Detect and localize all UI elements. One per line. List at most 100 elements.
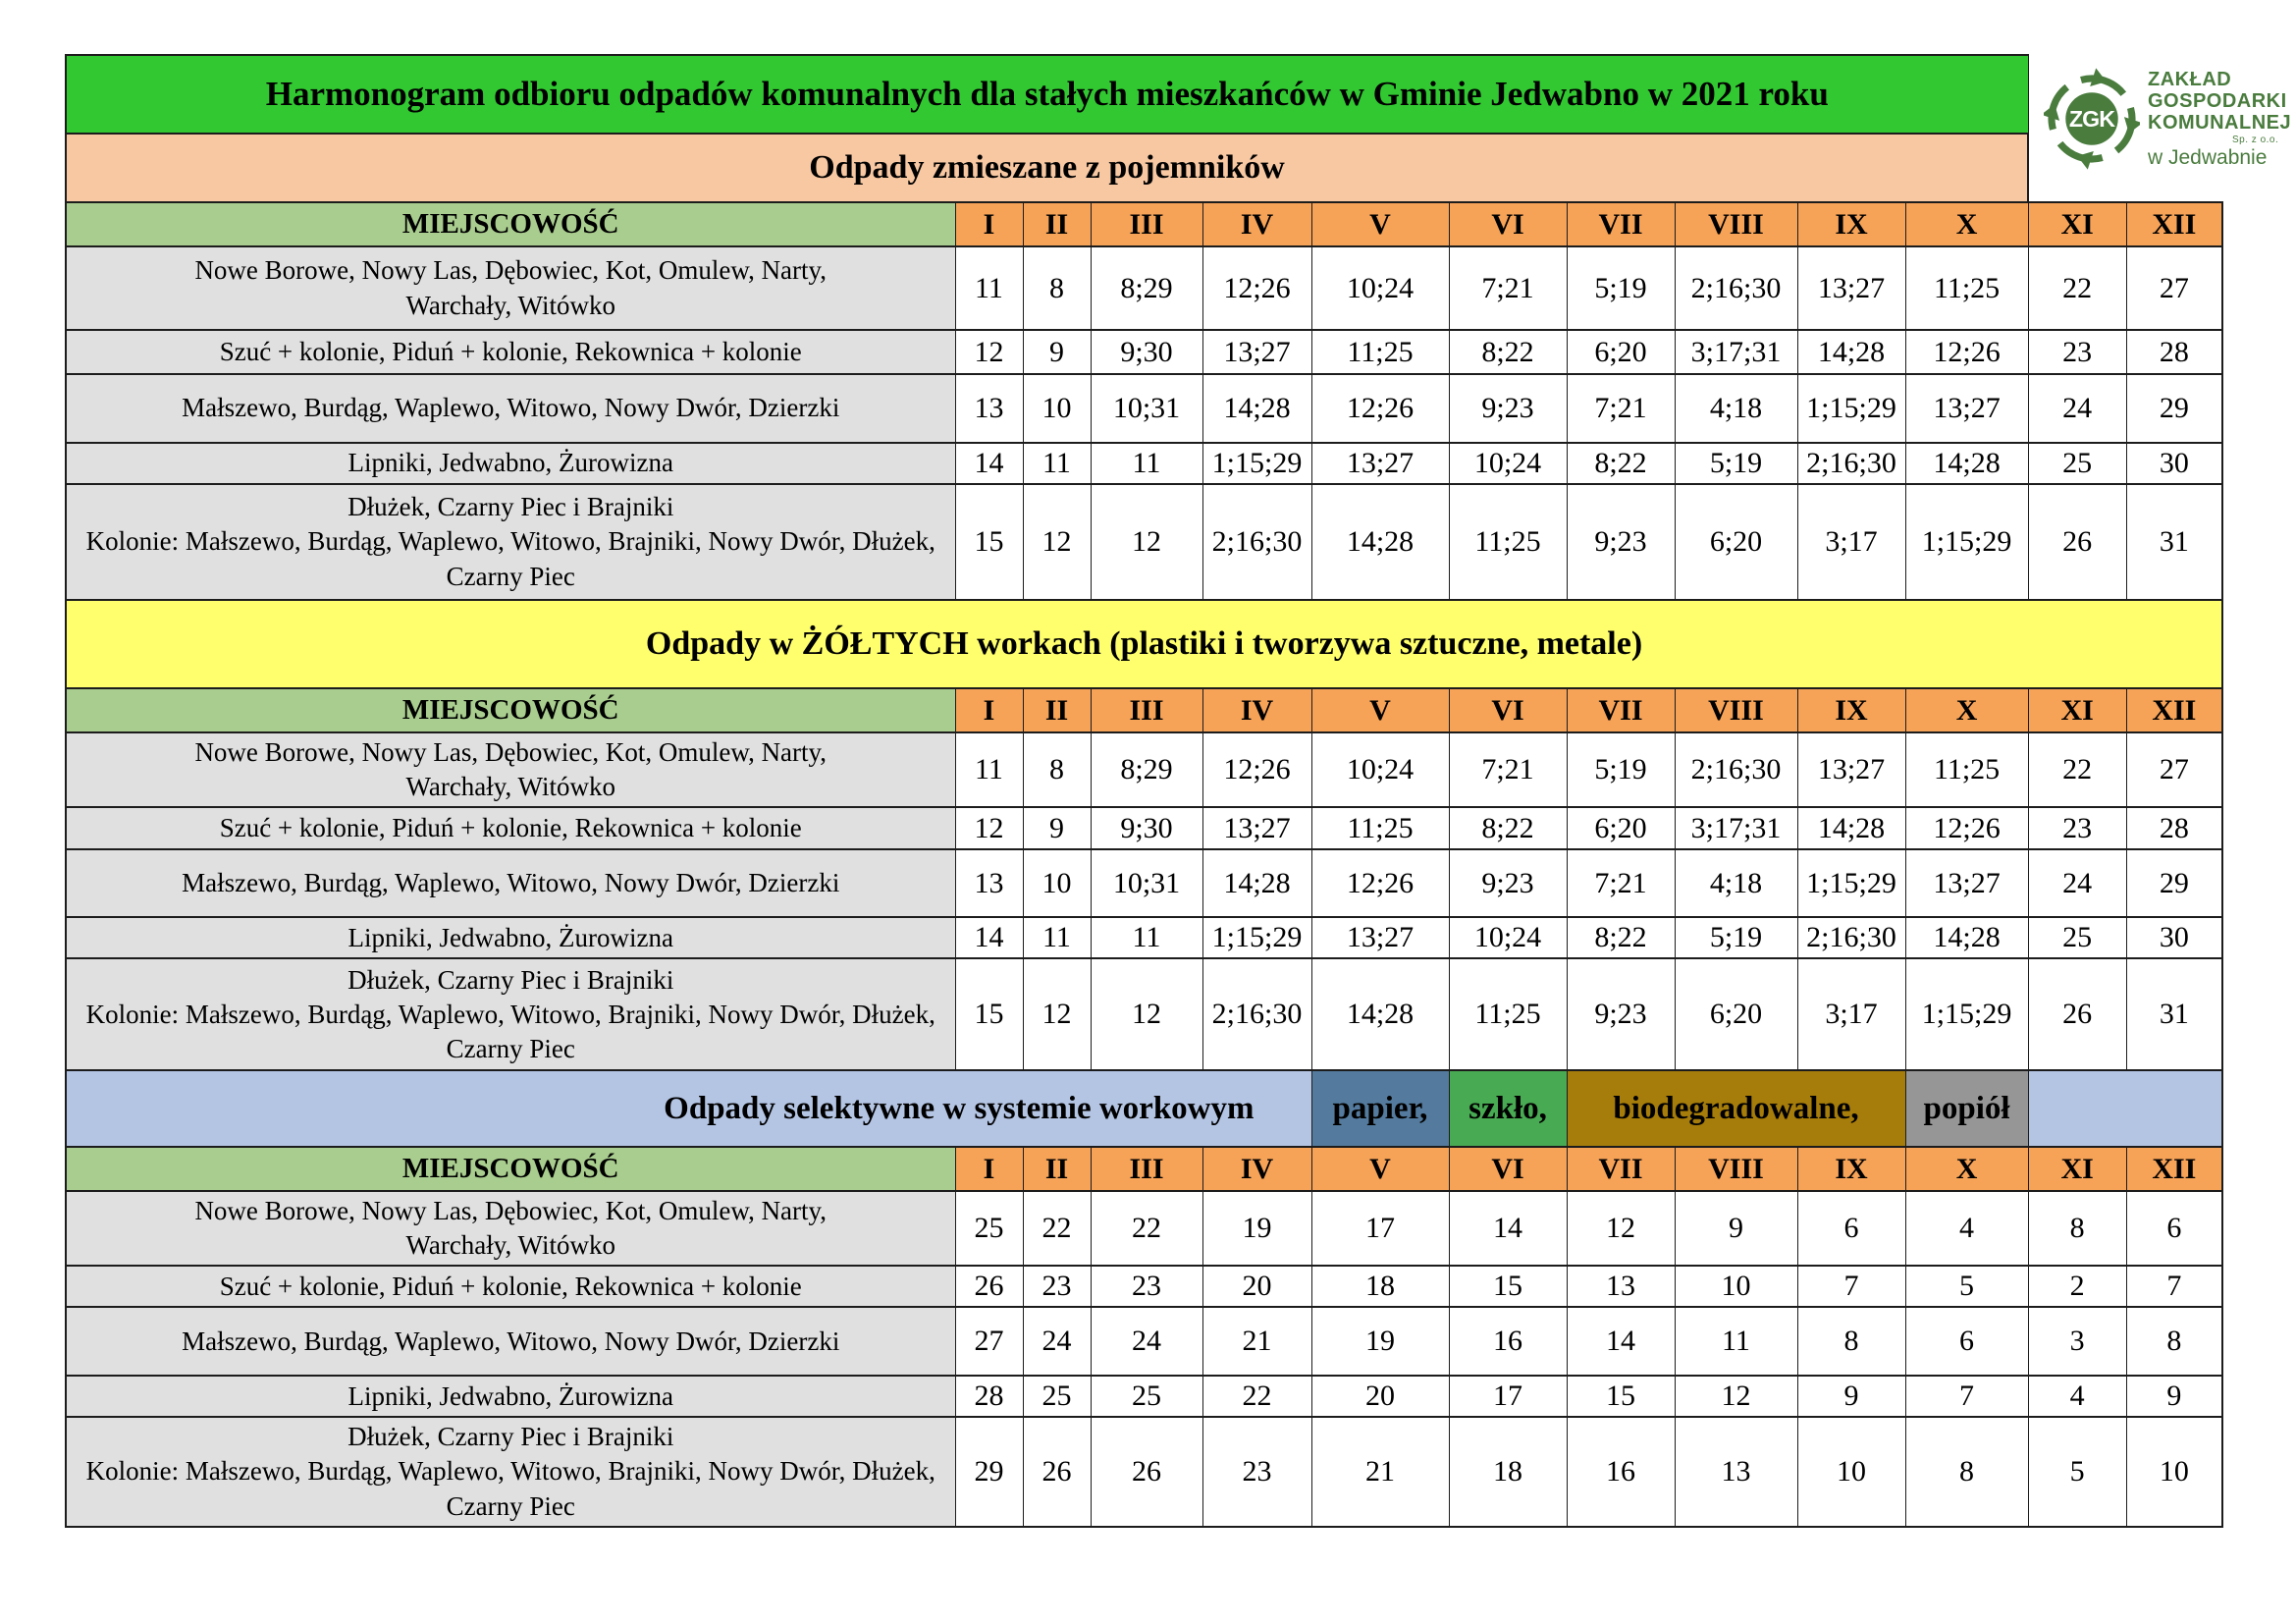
schedule-cell-zolte-worki-VIII: 3;17;31: [1674, 806, 1798, 851]
location-label: Lipniki, Jedwabno, Żurowizna: [65, 1375, 956, 1419]
schedule-cell-selektywne-IX: 10: [1796, 1416, 1906, 1528]
schedule-cell-zmieszane-VII: 8;22: [1566, 442, 1676, 485]
location-label: Małszewo, Burdąg, Waplewo, Witowo, Nowy …: [65, 848, 956, 919]
schedule-cell-zolte-worki-XII: 29: [2125, 848, 2224, 919]
schedule-cell-selektywne-VIII: 13: [1674, 1416, 1798, 1528]
schedule-cell-selektywne-XII: 8: [2125, 1306, 2224, 1378]
month-header-VIII: VIII: [1674, 687, 1798, 733]
schedule-cell-selektywne-XI: 3: [2027, 1306, 2127, 1378]
section-title-selektywne: Odpady selektywne w systemie workowym: [65, 1069, 1312, 1149]
schedule-cell-zolte-worki-VII: 9;23: [1566, 957, 1676, 1072]
schedule-cell-zmieszane-VII: 5;19: [1566, 245, 1676, 331]
table-row: Dłużek, Czarny Piec i Brajniki Kolonie: …: [65, 1416, 2224, 1528]
schedule-cell-selektywne-XII: 6: [2125, 1190, 2224, 1268]
table-row: Nowe Borowe, Nowy Las, Dębowiec, Kot, Om…: [65, 731, 2224, 809]
schedule-cell-selektywne-X: 7: [1904, 1375, 2029, 1419]
schedule-cell-selektywne-VIII: 11: [1674, 1306, 1798, 1378]
month-header-II: II: [1022, 201, 1092, 247]
schedule-cell-selektywne-VI: 15: [1448, 1265, 1568, 1309]
month-header-XI: XI: [2027, 201, 2127, 247]
schedule-cell-zmieszane-II: 11: [1022, 442, 1092, 485]
schedule-cell-selektywne-II: 24: [1022, 1306, 1092, 1378]
location-label: Dłużek, Czarny Piec i Brajniki Kolonie: …: [65, 1416, 956, 1528]
schedule-cell-zmieszane-VIII: 2;16;30: [1674, 245, 1798, 331]
schedule-cell-zolte-worki-VI: 9;23: [1448, 848, 1568, 919]
logo-line: ZAKŁAD: [2148, 68, 2232, 90]
schedule-cell-zmieszane-IX: 3;17: [1796, 483, 1906, 601]
location-label: Nowe Borowe, Nowy Las, Dębowiec, Kot, Om…: [65, 731, 956, 809]
month-header-IX: IX: [1796, 687, 1906, 733]
schedule-cell-zolte-worki-VIII: 4;18: [1674, 848, 1798, 919]
schedule-cell-selektywne-III: 26: [1090, 1416, 1203, 1528]
table-row: Nowe Borowe, Nowy Las, Dębowiec, Kot, Om…: [65, 245, 2224, 331]
month-header-IV: IV: [1201, 1146, 1312, 1193]
schedule-cell-zolte-worki-VI: 11;25: [1448, 957, 1568, 1072]
schedule-cell-zmieszane-I: 11: [954, 245, 1024, 331]
schedule-cell-selektywne-VII: 12: [1566, 1190, 1676, 1268]
month-header-I: I: [954, 1146, 1024, 1193]
schedule-cell-zmieszane-XI: 25: [2027, 442, 2127, 485]
logo-legal-form: Sp. z o.o.: [2232, 134, 2279, 145]
table-row: Małszewo, Burdąg, Waplewo, Witowo, Nowy …: [65, 1306, 2224, 1378]
schedule-cell-zolte-worki-VIII: 2;16;30: [1674, 731, 1798, 809]
schedule-cell-zmieszane-XI: 22: [2027, 245, 2127, 331]
schedule-cell-zmieszane-V: 11;25: [1310, 329, 1450, 375]
location-label: Dłużek, Czarny Piec i Brajniki Kolonie: …: [65, 483, 956, 601]
location-column-header: MIEJSCOWOŚĆ: [65, 201, 956, 247]
schedule-cell-zolte-worki-V: 12;26: [1310, 848, 1450, 919]
schedule-cell-zolte-worki-IV: 2;16;30: [1201, 957, 1312, 1072]
schedule-cell-zmieszane-V: 12;26: [1310, 373, 1450, 444]
section-selektywne-rows: Nowe Borowe, Nowy Las, Dębowiec, Kot, Om…: [65, 1190, 2224, 1528]
schedule-cell-zolte-worki-X: 11;25: [1904, 731, 2029, 809]
schedule-cell-selektywne-VI: 14: [1448, 1190, 1568, 1268]
schedule-cell-selektywne-VI: 17: [1448, 1375, 1568, 1419]
schedule-cell-zolte-worki-IX: 1;15;29: [1796, 848, 1906, 919]
schedule-cell-zolte-worki-IX: 2;16;30: [1796, 916, 1906, 960]
schedule-cell-selektywne-III: 24: [1090, 1306, 1203, 1378]
month-header-I: I: [954, 687, 1024, 733]
schedule-cell-zmieszane-VII: 7;21: [1566, 373, 1676, 444]
schedule-cell-zolte-worki-X: 13;27: [1904, 848, 2029, 919]
schedule-cell-zmieszane-XI: 23: [2027, 329, 2127, 375]
schedule-cell-selektywne-IV: 20: [1201, 1265, 1312, 1309]
schedule-cell-zmieszane-V: 13;27: [1310, 442, 1450, 485]
schedule-cell-zolte-worki-VI: 10;24: [1448, 916, 1568, 960]
schedule-cell-zmieszane-XI: 26: [2027, 483, 2127, 601]
schedule-cell-selektywne-V: 18: [1310, 1265, 1450, 1309]
location-label: Nowe Borowe, Nowy Las, Dębowiec, Kot, Om…: [65, 245, 956, 331]
location-label: Szuć + kolonie, Piduń + kolonie, Rekowni…: [65, 1265, 956, 1309]
schedule-cell-selektywne-III: 25: [1090, 1375, 1203, 1419]
section-band-row: Odpady zmieszane z pojemników: [64, 133, 2222, 203]
schedule-cell-zmieszane-VIII: 6;20: [1674, 483, 1798, 601]
schedule-cell-selektywne-XI: 8: [2027, 1190, 2127, 1268]
month-header-X: X: [1904, 1146, 2029, 1193]
table-row: Szuć + kolonie, Piduń + kolonie, Rekowni…: [65, 329, 2224, 375]
schedule-cell-selektywne-VII: 15: [1566, 1375, 1676, 1419]
schedule-cell-selektywne-I: 29: [954, 1416, 1024, 1528]
section-zmieszane-rows: Nowe Borowe, Nowy Las, Dębowiec, Kot, Om…: [65, 245, 2224, 601]
location-label: Dłużek, Czarny Piec i Brajniki Kolonie: …: [65, 957, 956, 1072]
schedule-cell-zolte-worki-III: 9;30: [1090, 806, 1203, 851]
month-header-IV: IV: [1201, 201, 1312, 247]
schedule-cell-zolte-worki-II: 10: [1022, 848, 1092, 919]
month-header-VII: VII: [1566, 687, 1676, 733]
schedule-cell-zmieszane-II: 12: [1022, 483, 1092, 601]
schedule-cell-zmieszane-VI: 10;24: [1448, 442, 1568, 485]
schedule-cell-zmieszane-I: 15: [954, 483, 1024, 601]
month-header-row: MIEJSCOWOŚĆ I II III IV V VI VII VIII IX X XI XII: [65, 201, 2224, 247]
section-zolte-rows: Nowe Borowe, Nowy Las, Dębowiec, Kot, Om…: [65, 731, 2224, 1072]
schedule-cell-zolte-worki-VII: 7;21: [1566, 848, 1676, 919]
schedule-cell-zmieszane-XII: 31: [2125, 483, 2224, 601]
location-label: Małszewo, Burdąg, Waplewo, Witowo, Nowy …: [65, 373, 956, 444]
schedule-cell-zmieszane-II: 8: [1022, 245, 1092, 331]
location-column-header: MIEJSCOWOŚĆ: [65, 1146, 956, 1193]
section-band-row: Odpady selektywne w systemie workowym pa…: [65, 1069, 2224, 1149]
location-label: Małszewo, Burdąg, Waplewo, Witowo, Nowy …: [65, 1306, 956, 1378]
schedule-cell-zmieszane-III: 12: [1090, 483, 1203, 601]
month-header-III: III: [1090, 1146, 1203, 1193]
table-row: Nowe Borowe, Nowy Las, Dębowiec, Kot, Om…: [65, 1190, 2224, 1268]
schedule-cell-zolte-worki-VIII: 5;19: [1674, 916, 1798, 960]
month-header-V: V: [1310, 687, 1450, 733]
schedule-cell-selektywne-II: 25: [1022, 1375, 1092, 1419]
schedule-cell-selektywne-IV: 22: [1201, 1375, 1312, 1419]
